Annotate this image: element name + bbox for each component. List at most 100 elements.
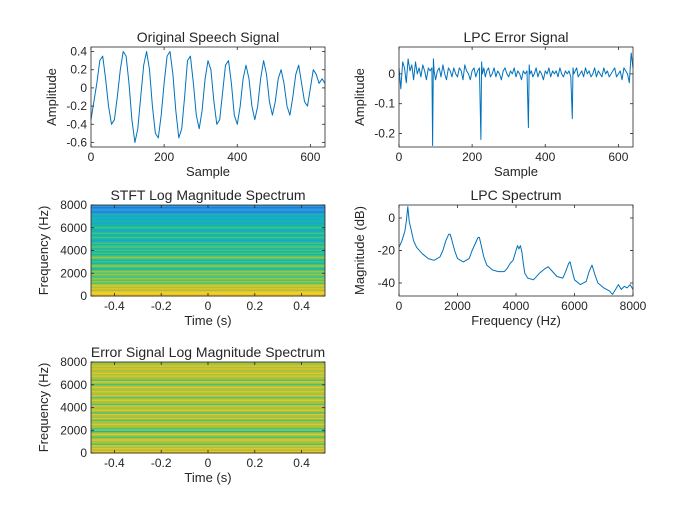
heatmap-band: [91, 233, 325, 236]
heatmap-band: [91, 267, 325, 270]
heatmap-band: [91, 425, 325, 428]
heatmap-band: [91, 369, 325, 372]
heatmap-band: [91, 411, 325, 414]
heatmap-band: [91, 431, 325, 434]
error-signal-log-magnitude-spectrum-plot: -0.4 -0.2 0 0.2 0.4 0 2000 4000 6000 8000 Error Si…: [36, 344, 326, 485]
axes-box: [90, 46, 326, 148]
heatmap-band: [91, 207, 325, 210]
heatmap-band: [91, 418, 325, 421]
y-tick-label: -0.2: [374, 127, 395, 141]
heatmap-band: [91, 256, 325, 259]
heatmap-band: [91, 390, 325, 393]
x-axis-label: Sample: [186, 164, 230, 179]
x-tick-label: 600: [300, 150, 320, 164]
heatmap-band: [91, 445, 325, 448]
x-axis-label: Sample: [494, 164, 538, 179]
y-tick-label: 6000: [60, 221, 87, 235]
heatmap-band: [91, 443, 325, 446]
heatmap-band: [91, 407, 325, 410]
heatmap-band: [91, 229, 325, 232]
lpc-error-signal-plot: 0 200 400 600 -0.2 -0.1 0 LPC Error Signal Sampl…: [352, 29, 634, 179]
heatmap-band: [91, 259, 325, 262]
heatmap-band: [91, 257, 325, 260]
x-tick-label: 200: [154, 150, 174, 164]
heatmap-band: [91, 383, 325, 386]
plot-title: LPC Spectrum: [470, 187, 561, 203]
heatmap-band: [91, 288, 325, 291]
heatmap-band: [91, 441, 325, 444]
heatmap-band: [91, 374, 325, 377]
heatmap-band: [91, 401, 325, 404]
series-line: [398, 52, 634, 146]
x-tick-label: -0.4: [104, 299, 125, 313]
y-axis-label: Amplitude: [44, 68, 59, 126]
y-tick-label: 0: [80, 446, 87, 460]
heatmap-band: [91, 209, 325, 212]
heatmap-band: [91, 428, 325, 431]
y-tick-label: -0.6: [66, 135, 87, 149]
y-axis-label: Magnitude (dB): [352, 206, 367, 295]
y-tick-label: 0: [80, 289, 87, 303]
y-tick-label: 2000: [60, 266, 87, 280]
heatmap-band: [91, 287, 325, 290]
heatmap-band: [91, 381, 325, 384]
heatmap-band: [91, 367, 325, 370]
heatmap-band: [91, 387, 325, 390]
x-tick-label: 0: [396, 299, 403, 313]
heatmap-band: [91, 417, 325, 420]
heatmap-band: [91, 224, 325, 227]
heatmap-band: [91, 247, 325, 250]
heatmap-band: [91, 386, 325, 389]
x-tick-label: 0: [88, 150, 95, 164]
heatmap-band: [91, 430, 325, 433]
x-tick-label: 0: [205, 456, 212, 470]
heatmap-band: [91, 433, 325, 436]
heatmap-band: [91, 213, 325, 216]
y-tick-label: 4000: [60, 401, 87, 415]
heatmap-band: [91, 234, 325, 237]
y-tick-label: 0: [388, 211, 395, 225]
lpc-spectrum-plot: 0 2000 4000 6000 8000 -40 -20 0 LPC Spectrum Freq…: [352, 187, 647, 328]
heatmap-band: [91, 284, 325, 287]
heatmap-band: [91, 246, 325, 249]
heatmap-band: [91, 217, 325, 220]
heatmap-band: [91, 278, 325, 281]
heatmap-band: [91, 438, 325, 441]
heatmap-band: [91, 444, 325, 447]
x-tick-label: 4000: [503, 299, 530, 313]
heatmap-band: [91, 416, 325, 419]
x-tick-label: 6000: [561, 299, 588, 313]
heatmap-band: [91, 286, 325, 289]
y-axis-label: Frequency (Hz): [36, 206, 51, 296]
heatmap-band: [91, 448, 325, 451]
y-tick-label: 0.4: [70, 45, 87, 59]
x-tick-label: 0.4: [293, 456, 310, 470]
heatmap-band: [91, 236, 325, 239]
heatmap-band: [91, 434, 325, 437]
heatmap-band: [91, 249, 325, 252]
plot-title: Original Speech Signal: [137, 29, 279, 45]
heatmap-band: [91, 364, 325, 367]
heatmap-band: [91, 276, 325, 279]
heatmap-band: [91, 410, 325, 413]
heatmap-band: [91, 406, 325, 409]
heatmap-band: [91, 408, 325, 411]
heatmap-band: [91, 435, 325, 438]
heatmap-band: [91, 376, 325, 379]
y-tick-label: -0.1: [374, 97, 395, 111]
heatmap-band: [91, 261, 325, 264]
heatmap-band: [91, 400, 325, 403]
x-axis-label: Frequency (Hz): [471, 313, 561, 328]
x-tick-label: 0: [396, 150, 403, 164]
heatmap-band: [91, 370, 325, 373]
heatmap-band: [91, 423, 325, 426]
heatmap-band: [91, 251, 325, 254]
heatmap-band: [91, 420, 325, 423]
heatmap-band: [91, 240, 325, 243]
heatmap-band: [91, 277, 325, 280]
heatmap-band: [91, 391, 325, 394]
heatmap-band: [91, 389, 325, 392]
y-tick-label: -0.2: [66, 99, 87, 113]
heatmap-band: [91, 281, 325, 284]
heatmap-band: [91, 384, 325, 387]
